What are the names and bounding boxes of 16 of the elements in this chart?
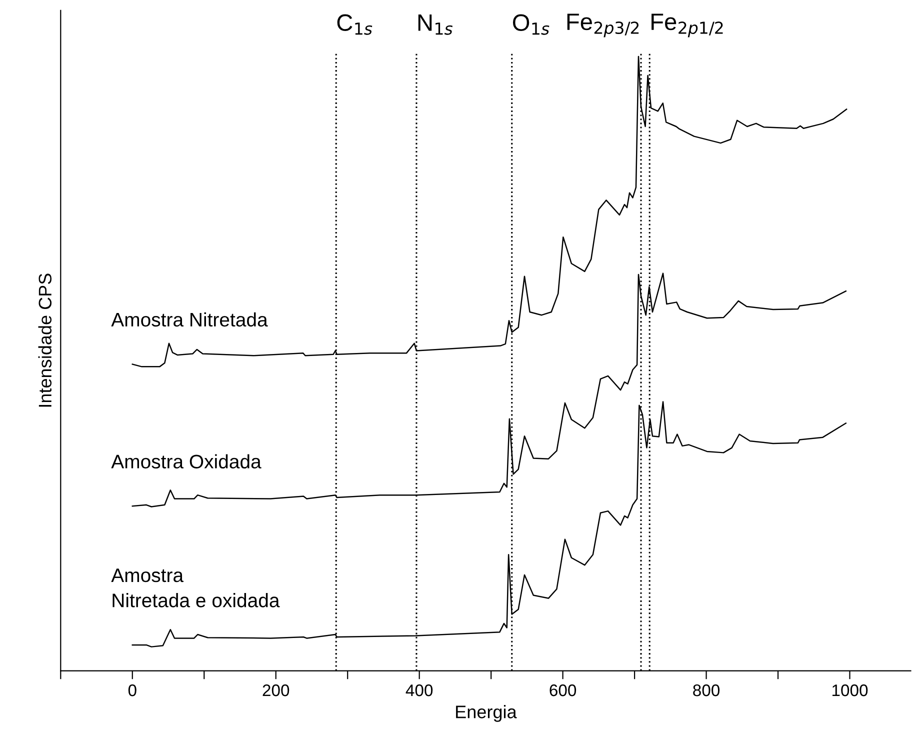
- ref-line-label: Fe$_{2p1/2}$: [652, 14, 723, 38]
- y-axis-title: Intensidade CPS: [38, 274, 52, 407]
- x-tick-label: 800: [693, 684, 720, 696]
- series-label: Amostra Oxidada: [111, 454, 262, 469]
- x-tick-label: 600: [550, 684, 576, 696]
- x-axis-title: Energia: [456, 705, 517, 722]
- ref-line-label: N$_{1s}$: [418, 14, 453, 35]
- ref-line-label: O$_{1s}$: [512, 14, 550, 35]
- x-tick-label: 1000: [832, 684, 868, 696]
- ref-line-label: C$_{1s}$: [337, 14, 372, 35]
- series-label: Amostra Nitretada: [111, 312, 268, 327]
- ref-line-label: Fe$_{2p3/2}$: [567, 14, 639, 38]
- series-label: Amostra Nitretada e oxidada: [111, 568, 280, 608]
- x-tick-label: 400: [406, 684, 433, 696]
- x-tick-label: 200: [262, 684, 290, 696]
- x-tick-label: 0: [128, 684, 136, 696]
